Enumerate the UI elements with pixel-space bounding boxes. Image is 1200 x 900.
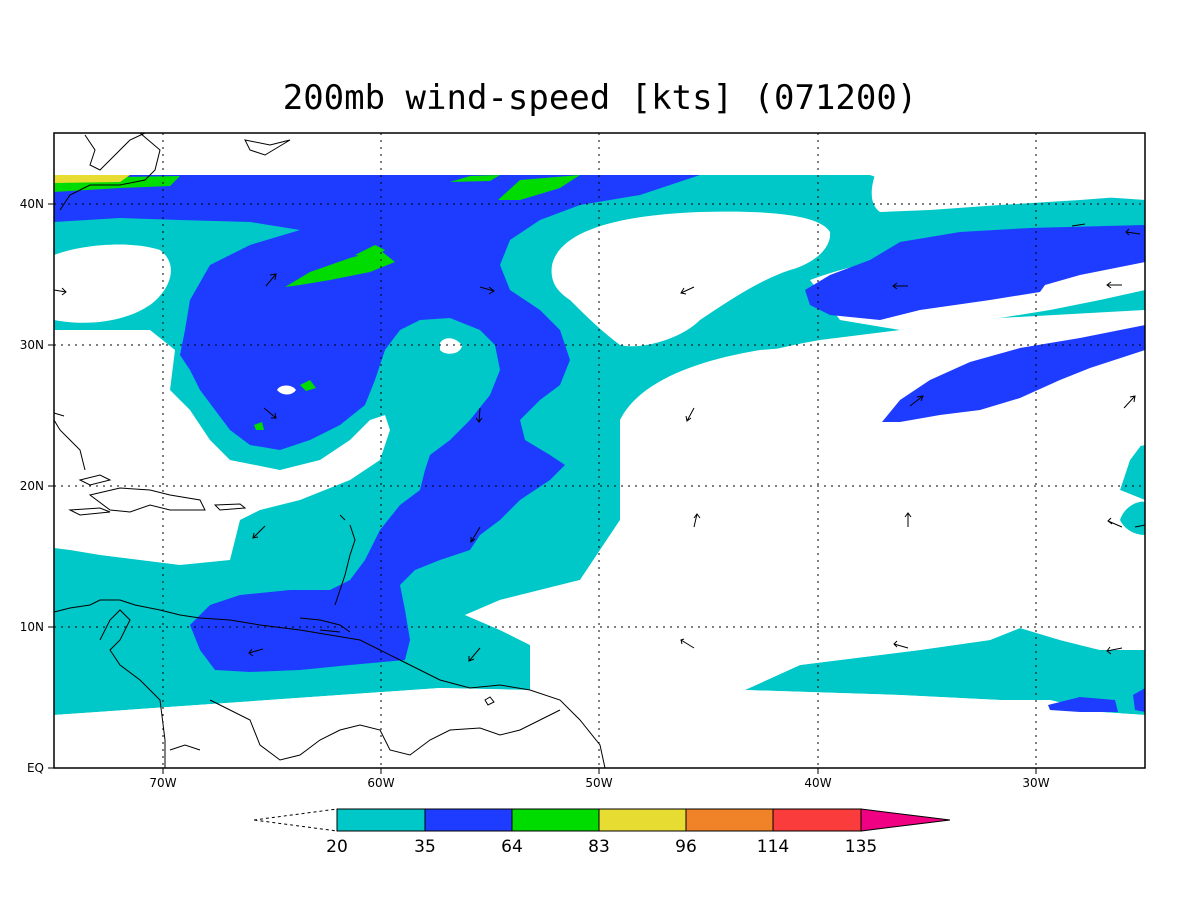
wind-arrows xyxy=(53,223,1146,662)
colorbar-label: 35 xyxy=(414,837,436,857)
contour-fill-layer xyxy=(54,133,1145,768)
map-title: 200mb wind-speed [kts] (071200) xyxy=(282,78,918,118)
colorbar-swatch-83 xyxy=(598,808,687,832)
colorbar: 20 35 64 83 96 114 135 xyxy=(253,808,951,857)
x-tick-label: 70W xyxy=(149,776,176,790)
colorbar-label: 64 xyxy=(501,837,523,857)
tick-marks xyxy=(48,203,1037,774)
x-tick-label: 40W xyxy=(804,776,831,790)
x-axis-labels: 70W 60W 50W 40W 30W xyxy=(149,776,1049,790)
y-tick-label: 30N xyxy=(20,338,44,352)
colorbar-swatch-114 xyxy=(772,808,862,832)
band-83-96 xyxy=(54,175,130,183)
y-tick-label: 10N xyxy=(20,620,44,634)
y-axis-labels: EQ 10N 20N 30N 40N xyxy=(20,197,44,775)
band-35-64 xyxy=(54,175,1145,712)
white-hole xyxy=(277,385,296,395)
colorbar-label: 20 xyxy=(326,837,348,857)
colorbar-label: 114 xyxy=(757,837,789,857)
coastlines xyxy=(54,133,606,768)
colorbar-label: 96 xyxy=(675,837,697,857)
x-tick-label: 30W xyxy=(1022,776,1049,790)
y-tick-label: 40N xyxy=(20,197,44,211)
colorbar-label: 83 xyxy=(588,837,610,857)
x-tick-label: 60W xyxy=(367,776,394,790)
x-tick-label: 50W xyxy=(585,776,612,790)
y-tick-label: 20N xyxy=(20,479,44,493)
band-below-20 xyxy=(54,175,1145,768)
colorbar-over-triangle xyxy=(860,808,951,832)
grid-lines xyxy=(54,133,1145,768)
y-tick-label: EQ xyxy=(27,761,44,775)
colorbar-swatch-35 xyxy=(424,808,513,832)
colorbar-label: 135 xyxy=(845,837,877,857)
colorbar-under-triangle xyxy=(253,808,338,832)
colorbar-swatch-96 xyxy=(685,808,774,832)
colorbar-swatch-20 xyxy=(336,808,426,832)
colorbar-swatch-64 xyxy=(511,808,600,832)
